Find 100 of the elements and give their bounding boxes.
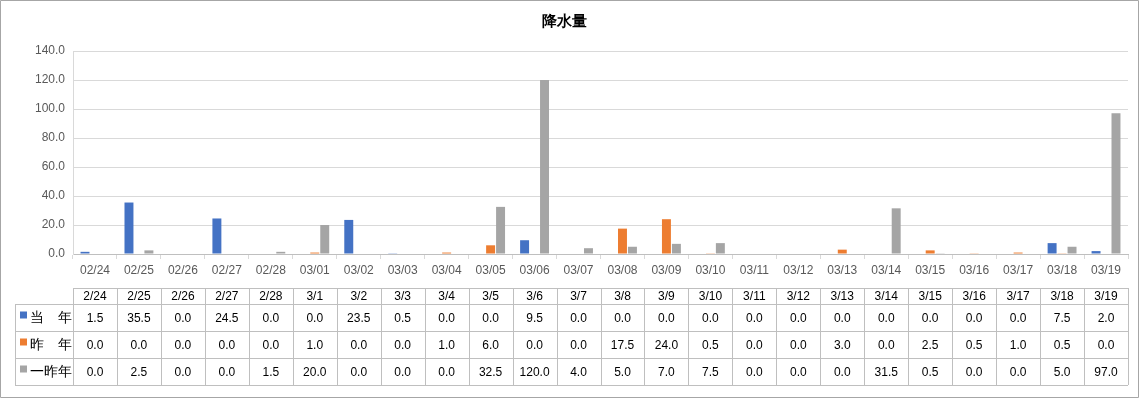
x-tick-label: 02/27	[211, 262, 243, 277]
y-tick-label: 80.0	[41, 130, 66, 145]
x-tick-label: 02/28	[255, 262, 287, 277]
bar	[891, 208, 901, 254]
y-tick-label: 0.0	[48, 246, 66, 261]
data-label: 0.0	[438, 310, 456, 325]
data-label: 0.0	[262, 310, 280, 325]
data-label: 0.5	[1053, 337, 1071, 352]
x-tick-label: 03/04	[431, 262, 462, 277]
data-label: 0.5	[702, 337, 720, 352]
data-label: 9.5	[526, 310, 544, 325]
x-tick-label: 02/26	[167, 262, 199, 277]
data-label: 0.5	[965, 337, 983, 352]
data-label: 0.0	[833, 364, 851, 379]
x-tick-label: 03/07	[563, 262, 594, 277]
bar	[1047, 243, 1057, 254]
data-label: 0.0	[746, 310, 764, 325]
data-label: 17.5	[610, 337, 635, 352]
x-tick-label: 03/17	[1003, 262, 1034, 277]
text: 3/13	[830, 289, 855, 304]
x-tick-label: 03/15	[915, 262, 946, 277]
data-label: 0.0	[86, 364, 104, 379]
y-tick-label: 40.0	[41, 188, 66, 203]
text: 3/10	[698, 289, 723, 304]
text: 2/24	[83, 289, 107, 304]
bar	[661, 219, 671, 254]
text: 3/12	[786, 289, 811, 304]
text: 3/4	[438, 289, 456, 304]
bar	[124, 202, 134, 254]
x-tick-label: 03/09	[651, 262, 682, 277]
bar	[486, 245, 496, 254]
data-label: 2.0	[1097, 310, 1115, 325]
bar	[144, 250, 154, 254]
data-label: 0.0	[350, 364, 368, 379]
data-label: 1.5	[262, 364, 280, 379]
data-label: 0.0	[394, 337, 412, 352]
data-label: 3.0	[833, 337, 851, 352]
data-label: 0.0	[1009, 364, 1027, 379]
x-tick-label: 03/01	[299, 262, 331, 277]
bar	[520, 240, 530, 254]
text: 3/15	[918, 289, 943, 304]
data-label: 0.0	[746, 364, 764, 379]
legend-label: 昨 年	[30, 336, 72, 353]
data-label: 20.0	[303, 364, 327, 379]
data-label: 0.0	[218, 337, 236, 352]
data-label: 0.0	[921, 310, 939, 325]
bar	[344, 219, 354, 254]
chart-title: 降水量	[541, 12, 587, 30]
data-label: 0.0	[614, 310, 632, 325]
data-label: 0.0	[218, 364, 236, 379]
bar	[320, 225, 330, 254]
x-tick-label: 03/06	[519, 262, 550, 277]
text: 2/28	[259, 289, 283, 304]
data-label: 2.5	[130, 364, 148, 379]
bar	[837, 249, 847, 254]
x-tick-label: 02/24	[79, 262, 111, 277]
data-label: 5.0	[614, 364, 632, 379]
data-label: 0.0	[877, 310, 895, 325]
data-label: 0.0	[570, 337, 588, 352]
bar	[925, 250, 935, 254]
text: 2/27	[215, 289, 239, 304]
text: 3/18	[1050, 289, 1075, 304]
text: 3/16	[962, 289, 987, 304]
legend-label: 一昨年	[30, 363, 72, 380]
data-label: 5.0	[1053, 364, 1071, 379]
text: 2/26	[171, 289, 195, 304]
x-tick-label: 03/14	[871, 262, 902, 277]
data-label: 0.0	[306, 310, 324, 325]
data-label: 0.0	[833, 310, 851, 325]
x-tick-label: 03/08	[607, 262, 638, 277]
y-tick-label: 140.0	[34, 43, 66, 58]
data-label: 31.5	[874, 364, 899, 379]
data-label: 0.0	[482, 310, 500, 325]
data-label: 0.0	[174, 337, 192, 352]
data-label: 0.0	[350, 337, 368, 352]
data-label: 35.5	[127, 310, 151, 325]
data-label: 0.0	[746, 337, 764, 352]
data-label: 1.0	[1009, 337, 1027, 352]
data-label: 0.0	[877, 337, 895, 352]
text: 3/11	[743, 289, 766, 304]
bar	[1111, 113, 1121, 254]
data-label: 0.0	[965, 364, 983, 379]
text: 3/14	[874, 289, 899, 304]
text: 3/2	[350, 289, 368, 304]
data-label: 32.5	[478, 364, 503, 379]
text: 3/1	[306, 289, 324, 304]
data-label: 0.0	[130, 337, 148, 352]
bar	[496, 206, 506, 254]
data-label: 120.0	[519, 364, 550, 379]
data-label: 7.5	[1053, 310, 1071, 325]
data-label: 97.0	[1094, 364, 1119, 379]
data-label: 0.0	[394, 364, 412, 379]
bar	[627, 246, 637, 254]
bar	[584, 248, 593, 254]
data-label: 0.0	[262, 337, 280, 352]
x-tick-label: 03/03	[387, 262, 419, 277]
y-tick-label: 60.0	[41, 159, 66, 174]
text: 3/5	[482, 289, 500, 304]
data-label: 0.0	[174, 364, 192, 379]
text: 3/3	[394, 289, 412, 304]
